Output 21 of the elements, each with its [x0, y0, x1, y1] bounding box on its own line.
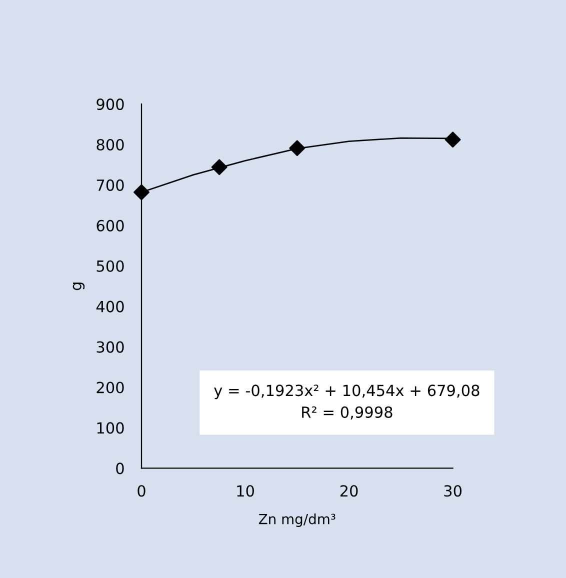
x-axis-title: Zn mg/dm³: [258, 514, 336, 527]
y-tick-label: 400: [96, 300, 124, 312]
y-axis-title: g: [72, 282, 85, 290]
x-tick-label: 20: [340, 485, 358, 497]
x-tick-label: 0: [138, 485, 146, 497]
y-tick-label: 900: [96, 98, 124, 110]
y-tick-label: 700: [96, 179, 124, 191]
point: [134, 184, 150, 200]
x-tick-label: 30: [444, 485, 462, 497]
point: [289, 140, 306, 156]
y-tick-label: 100: [97, 422, 124, 434]
y-tick-label: 500: [96, 260, 124, 272]
y-tick-label: 300: [96, 341, 124, 353]
x-tick-label: 10: [237, 485, 254, 497]
y-tick-label: 0: [116, 462, 124, 474]
point: [211, 159, 228, 176]
y-tick-label: 800: [96, 138, 124, 151]
point: [444, 132, 461, 148]
annotation: y = -0,1923x² + 10,454x + 679,08 R² = 0,9998: [214, 384, 480, 420]
y-tick-label: 600: [96, 220, 124, 232]
y-tick-label: 200: [96, 382, 124, 394]
